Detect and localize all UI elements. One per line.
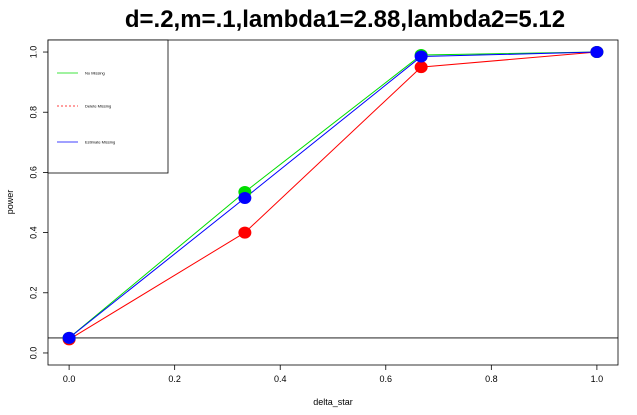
x-tick-label: 0.6 (380, 374, 393, 384)
data-point (238, 191, 252, 204)
series-line (68, 51, 597, 339)
data-point (590, 46, 604, 59)
x-tick-label: 0.4 (274, 374, 287, 384)
y-tick-label: 0.8 (28, 106, 38, 119)
data-point (414, 61, 428, 74)
y-tick-label: 0.4 (28, 226, 38, 239)
y-tick-label: 0.6 (28, 166, 38, 179)
data-point (414, 50, 428, 63)
y-tick-label: 0.2 (28, 287, 38, 300)
chart-title: d=.2,m=.1,lambda1=2.88,lambda2=5.12 (125, 6, 565, 33)
data-point (62, 331, 76, 344)
series-layer (62, 46, 604, 346)
axes: 0.0 0.2 0.4 0.6 0.8 1.0 0.0 0.2 0.4 0.6 0.8 1.0 (28, 46, 603, 384)
legend-label: No Missing (85, 71, 105, 76)
x-tick-label: 0.2 (168, 374, 181, 384)
y-axis-label: power (5, 190, 15, 215)
y-tick-label: 0.0 (28, 347, 38, 360)
legend-box (47, 39, 169, 174)
x-tick-label: 0.8 (485, 374, 498, 384)
legend: No Missing Delete Missing Estimate Missing (47, 39, 169, 174)
series-line (68, 51, 597, 339)
x-tick-label: 0.0 (63, 374, 76, 384)
legend-label: Delete Missing (85, 104, 111, 109)
x-tick-label: 1.0 (591, 374, 604, 384)
plot-area (47, 39, 619, 366)
x-axis-label: delta_star (313, 397, 353, 407)
legend-label: Estimate Missing (85, 140, 115, 145)
data-point (238, 226, 252, 239)
series-line (68, 51, 597, 340)
y-tick-label: 1.0 (28, 46, 38, 59)
